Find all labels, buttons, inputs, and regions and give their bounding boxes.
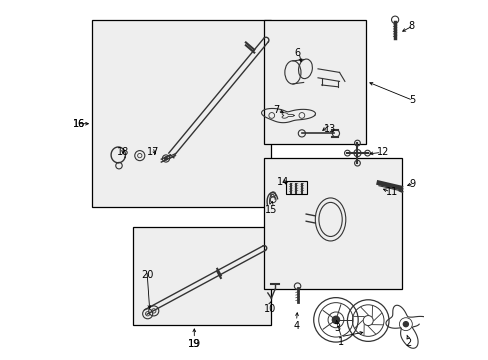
Bar [264,158,402,289]
Text: 13: 13 [324,125,336,134]
Circle shape [164,157,167,160]
Text: 7: 7 [273,105,279,115]
Text: 16: 16 [73,119,85,129]
Circle shape [332,316,339,323]
Bar [264,21,366,144]
Text: 11: 11 [386,187,398,197]
Text: 8: 8 [408,21,414,31]
Circle shape [403,321,407,327]
Text: 19: 19 [187,338,201,348]
Text: 5: 5 [408,95,414,105]
Bar [286,181,306,194]
Text: 18: 18 [117,147,129,157]
Text: 2: 2 [404,338,410,348]
Polygon shape [385,305,431,348]
Text: 6: 6 [294,48,300,58]
Text: 14: 14 [277,177,289,187]
Text: 9: 9 [408,179,415,189]
Bar [92,21,271,207]
Text: 16: 16 [73,119,85,129]
Bar [133,226,271,325]
Text: 20: 20 [141,270,153,280]
Text: 1: 1 [337,337,343,347]
Text: 12: 12 [376,147,389,157]
Text: 4: 4 [293,321,299,331]
Text: 19: 19 [188,338,200,348]
Text: 10: 10 [264,304,276,314]
Text: 17: 17 [146,147,159,157]
Text: 15: 15 [264,205,277,215]
Text: 3: 3 [333,323,339,333]
